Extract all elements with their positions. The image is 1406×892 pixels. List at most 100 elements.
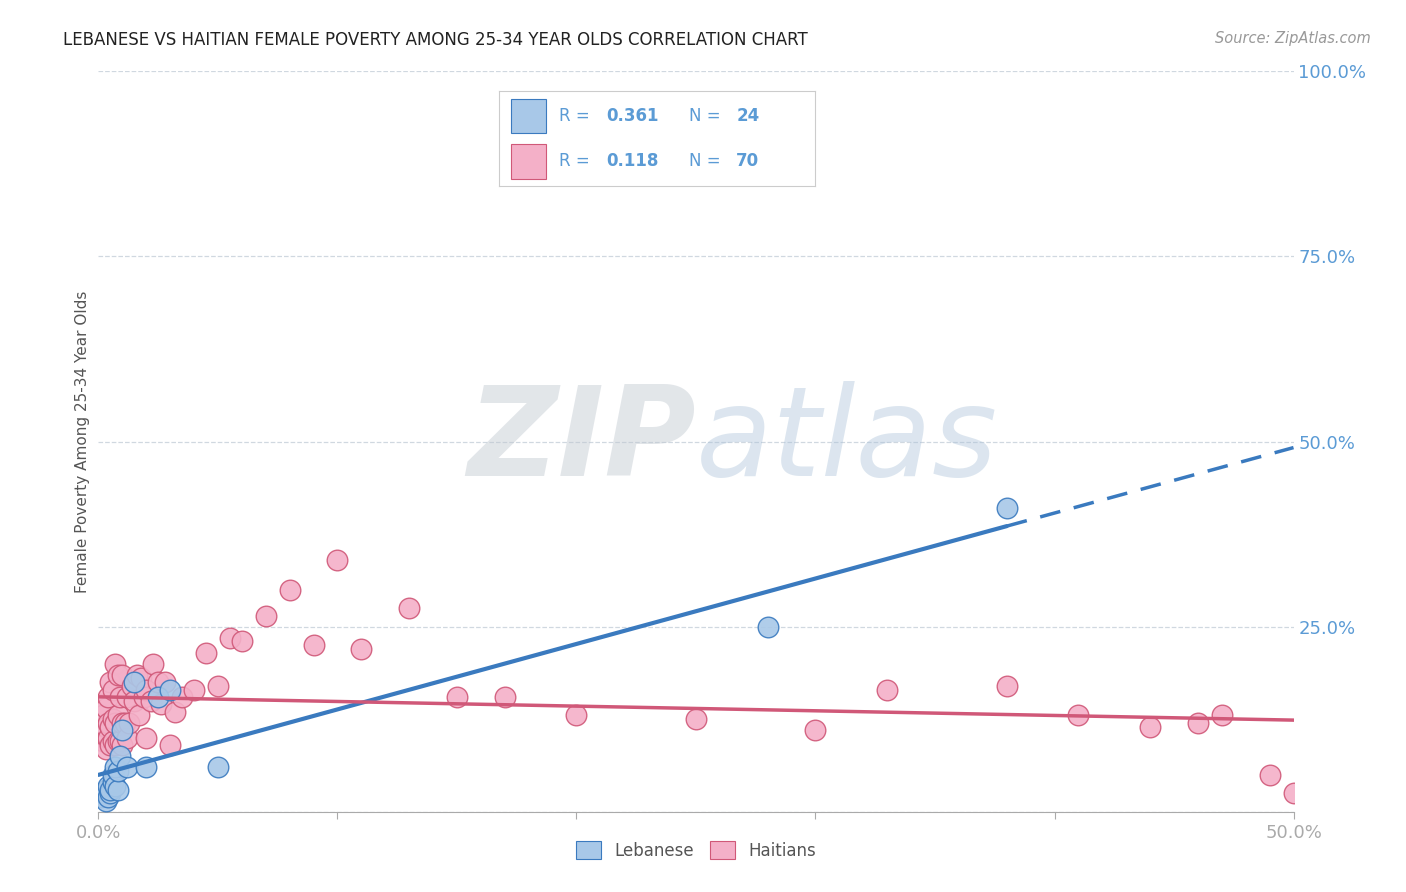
Point <box>107 782 129 797</box>
Point <box>1258 767 1281 781</box>
Point <box>101 682 124 697</box>
Point <box>115 731 138 745</box>
Point <box>107 764 129 778</box>
Point <box>159 738 181 752</box>
Point <box>111 715 134 730</box>
Y-axis label: Female Poverty Among 25-34 Year Olds: Female Poverty Among 25-34 Year Olds <box>75 291 90 592</box>
Point <box>108 749 131 764</box>
Point <box>132 690 155 704</box>
Legend: Lebanese, Haitians: Lebanese, Haitians <box>569 835 823 866</box>
Point <box>101 775 124 789</box>
Point <box>195 646 218 660</box>
Point <box>1187 715 1209 730</box>
Point <box>94 782 117 797</box>
Text: Source: ZipAtlas.com: Source: ZipAtlas.com <box>1215 31 1371 46</box>
Point <box>111 723 134 738</box>
Point <box>97 779 120 793</box>
Point <box>685 712 707 726</box>
Point <box>139 694 162 708</box>
Point <box>172 690 194 704</box>
Point <box>107 667 129 681</box>
Point <box>108 690 131 704</box>
Point <box>101 734 124 748</box>
Point <box>124 694 146 708</box>
Point <box>114 715 136 730</box>
Point <box>107 708 129 723</box>
Point <box>104 715 127 730</box>
Point <box>108 734 131 748</box>
Point <box>446 690 468 704</box>
Point <box>1139 720 1161 734</box>
Point <box>97 715 120 730</box>
Point <box>115 760 138 774</box>
Point <box>876 682 898 697</box>
Point <box>163 705 186 719</box>
Point <box>756 619 779 633</box>
Point <box>118 715 141 730</box>
Point <box>94 794 117 808</box>
Point <box>94 720 117 734</box>
Point <box>125 667 148 681</box>
Point <box>107 734 129 748</box>
Point <box>98 786 122 800</box>
Point <box>104 779 127 793</box>
Point <box>995 679 1018 693</box>
Point <box>124 675 146 690</box>
Point <box>94 741 117 756</box>
Point <box>97 731 120 745</box>
Point <box>90 698 112 712</box>
Point <box>494 690 516 704</box>
Point <box>91 734 114 748</box>
Point <box>97 690 120 704</box>
Point <box>1211 708 1233 723</box>
Point <box>104 657 127 671</box>
Point <box>231 634 253 648</box>
Point <box>98 720 122 734</box>
Point <box>1282 786 1305 800</box>
Point <box>278 582 301 597</box>
Point <box>91 786 114 800</box>
Point <box>565 708 588 723</box>
Point <box>1067 708 1090 723</box>
Point <box>121 679 143 693</box>
Point <box>142 657 165 671</box>
Point <box>131 672 153 686</box>
Point <box>135 760 157 774</box>
Point <box>159 682 181 697</box>
Text: LEBANESE VS HAITIAN FEMALE POVERTY AMONG 25-34 YEAR OLDS CORRELATION CHART: LEBANESE VS HAITIAN FEMALE POVERTY AMONG… <box>63 31 808 49</box>
Point <box>155 675 177 690</box>
Point <box>94 701 117 715</box>
Point <box>111 667 134 681</box>
Point <box>98 675 122 690</box>
Point <box>254 608 277 623</box>
Point <box>149 698 172 712</box>
Point <box>350 641 373 656</box>
Point <box>148 675 170 690</box>
Point <box>90 789 112 804</box>
Point <box>207 679 229 693</box>
Point <box>219 631 242 645</box>
Point <box>101 712 124 726</box>
Point <box>302 638 325 652</box>
Point <box>995 501 1018 516</box>
Point <box>98 738 122 752</box>
Point <box>135 731 157 745</box>
Point <box>326 553 349 567</box>
Point <box>91 708 114 723</box>
Point <box>104 738 127 752</box>
Point <box>148 690 170 704</box>
Point <box>111 738 134 752</box>
Point <box>97 789 120 804</box>
Point <box>104 760 127 774</box>
Point <box>207 760 229 774</box>
Point <box>128 708 150 723</box>
Point <box>183 682 205 697</box>
Point <box>98 782 122 797</box>
Point <box>115 690 138 704</box>
Text: atlas: atlas <box>696 381 998 502</box>
Text: ZIP: ZIP <box>467 381 696 502</box>
Point <box>398 601 420 615</box>
Point <box>101 767 124 781</box>
Point <box>135 682 157 697</box>
Point <box>804 723 827 738</box>
